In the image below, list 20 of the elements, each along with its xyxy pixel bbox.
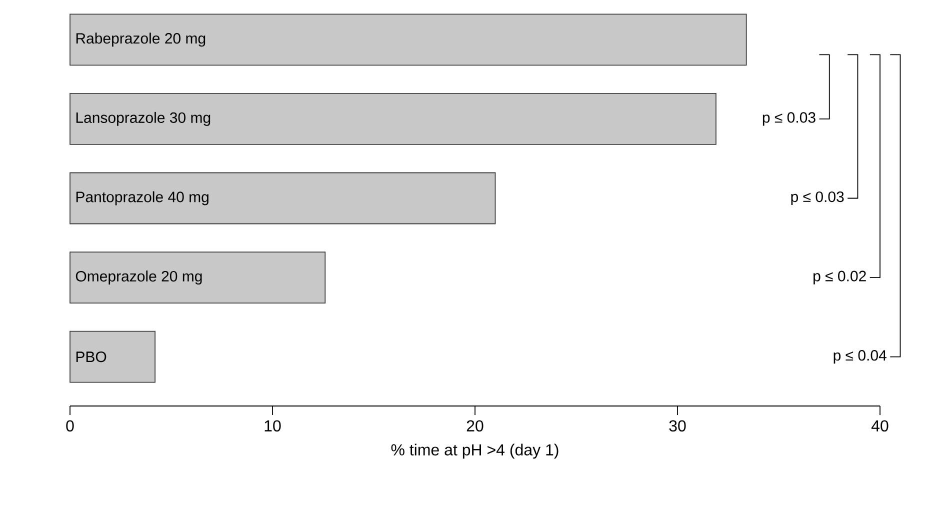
x-tick-label: 30 xyxy=(669,420,686,432)
x-tick-label: 10 xyxy=(264,420,281,432)
y-tick-label: Lansoprazole 30 mg xyxy=(76,112,210,126)
y-tick-label: Omeprazole 20 mg xyxy=(76,270,202,285)
x-tick-label: 40 xyxy=(871,420,888,432)
y-tick-label: Rabeprazole 20 mg xyxy=(76,32,206,47)
bar xyxy=(70,172,496,224)
y-tick-label: PBO xyxy=(76,352,106,362)
annotation: p ≤ 0.02 xyxy=(814,270,866,284)
annotation: p ≤ 0.04 xyxy=(834,350,886,364)
annotation: p ≤ 0.03 xyxy=(791,191,844,206)
annotation: p ≤ 0.03 xyxy=(762,112,816,126)
bar xyxy=(70,14,747,66)
bar xyxy=(70,252,326,304)
x-axis-title: % time at pH >4 (day 1) xyxy=(391,444,558,459)
bar xyxy=(70,93,716,145)
x-tick-label: 0 xyxy=(66,420,74,432)
y-tick-label: Pantoprazole 40 mg xyxy=(76,191,208,206)
bar xyxy=(70,330,156,383)
x-tick-label: 20 xyxy=(466,420,484,432)
